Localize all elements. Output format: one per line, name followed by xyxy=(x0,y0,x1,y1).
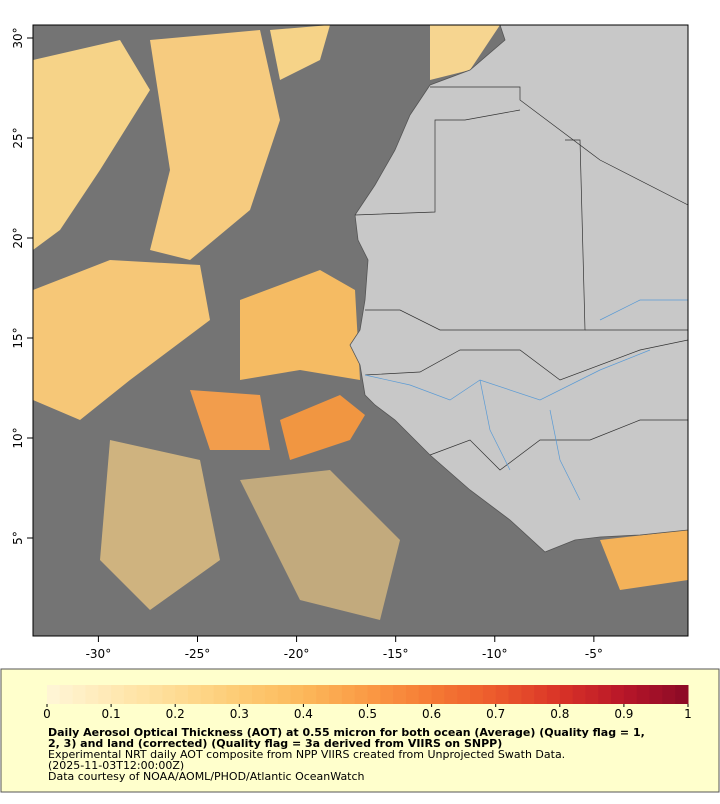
colorbar-cell xyxy=(354,685,368,704)
x-tick-label: -20° xyxy=(284,647,310,661)
colorbar-cell xyxy=(405,685,420,704)
colorbar-cell xyxy=(59,685,74,704)
colorbar-cell xyxy=(136,685,151,704)
map-frame xyxy=(32,24,689,637)
colorbar-cell xyxy=(277,685,292,704)
y-tick-label: 15° xyxy=(11,327,25,348)
colorbar-cell xyxy=(675,685,689,704)
colorbar-cell xyxy=(316,685,330,704)
colorbar-cell xyxy=(213,685,227,704)
colorbar-cell xyxy=(329,685,343,704)
colorbar-cell xyxy=(636,685,651,704)
y-tick-label: 5° xyxy=(11,531,25,545)
map xyxy=(33,25,688,636)
colorbar-cell xyxy=(380,685,394,704)
land xyxy=(349,25,688,553)
caption: Daily Aerosol Optical Thickness (AOT) at… xyxy=(48,726,645,783)
colorbar-tick-label: 1 xyxy=(684,707,692,721)
y-tick-label: 20° xyxy=(11,227,25,248)
colorbar-cell xyxy=(495,685,510,704)
aerosol xyxy=(33,25,688,620)
colorbar-tick-label: 0.6 xyxy=(422,707,441,721)
colorbar-tick-label: 0.8 xyxy=(550,707,569,721)
colorbar-cell xyxy=(47,685,61,704)
x-tick-label: -30° xyxy=(86,647,112,661)
colorbar-cell xyxy=(649,685,663,704)
colorbar-cell xyxy=(111,685,125,704)
caption-title: Daily Aerosol Optical Thickness (AOT) at… xyxy=(48,726,645,739)
colorbar-cell xyxy=(470,685,484,704)
colorbar-cell xyxy=(418,685,433,704)
colorbar-cell xyxy=(226,685,240,704)
colorbar-cell xyxy=(431,685,445,704)
axes: -30° -25° -20° -15° -10° -5° 5° 10° 15° 20° 25° 30° xyxy=(11,27,603,661)
colorbar-cell xyxy=(559,685,574,704)
colorbar-cell xyxy=(341,685,356,704)
y-tick-label: 25° xyxy=(11,127,25,148)
colorbar-tick-label: 0.2 xyxy=(166,707,185,721)
colorbar-cell xyxy=(175,685,189,704)
colorbar-cell xyxy=(546,685,561,704)
colorbar-cell xyxy=(508,685,522,704)
colorbar-cell xyxy=(149,685,163,704)
colorbar-cell xyxy=(123,685,138,704)
colorbar-cell xyxy=(367,685,381,704)
colorbar-cell xyxy=(598,685,612,704)
colorbar-cell xyxy=(239,685,253,704)
colorbar-cell xyxy=(162,685,176,704)
colorbar-cell xyxy=(585,685,599,704)
colorbar-tick-label: 0.1 xyxy=(102,707,121,721)
y-tick-label: 10° xyxy=(11,427,25,448)
colorbar: 0 0.1 0.2 0.3 0.4 0.5 0.6 0.7 0.8 0.9 1 xyxy=(43,685,692,721)
colorbar-cell xyxy=(623,685,638,704)
colorbar-tick-label: 0.9 xyxy=(614,707,633,721)
caption-line: (2025-11-03T12:00:00Z) xyxy=(48,759,184,772)
colorbar-cell xyxy=(303,685,317,704)
colorbar-cell xyxy=(457,685,471,704)
colorbar-tick-label: 0.5 xyxy=(358,707,377,721)
colorbar-cell xyxy=(98,685,112,704)
colorbar-cell xyxy=(264,685,279,704)
caption-title: 2, 3) and land (corrected) (Quality flag… xyxy=(48,737,502,750)
colorbar-tick-label: 0.4 xyxy=(294,707,313,721)
colorbar-cell xyxy=(572,685,586,704)
colorbar-tick-label: 0.7 xyxy=(486,707,505,721)
rivers xyxy=(364,299,688,501)
colorbar-cell xyxy=(290,685,304,704)
x-tick-label: -15° xyxy=(383,647,409,661)
colorbar-cell xyxy=(393,685,407,704)
caption-line: Experimental NRT daily AOT composite fro… xyxy=(48,748,565,761)
x-tick-label: -5° xyxy=(585,647,603,661)
colorbar-cell xyxy=(252,685,266,704)
colorbar-cell xyxy=(72,685,86,704)
colorbar-cell xyxy=(188,685,202,704)
borders xyxy=(354,86,688,471)
colorbar-cell xyxy=(611,685,625,704)
colorbar-cell xyxy=(482,685,497,704)
colorbar-cell xyxy=(200,685,215,704)
x-tick-label: -25° xyxy=(185,647,211,661)
colorbar-cell xyxy=(534,685,548,704)
colorbar-tick-label: 0.3 xyxy=(230,707,249,721)
x-tick-label: -10° xyxy=(482,647,508,661)
colorbar-cell xyxy=(444,685,458,704)
colorbar-tick-label: 0 xyxy=(43,707,51,721)
y-tick-label: 30° xyxy=(11,27,25,48)
colorbar-cell xyxy=(521,685,535,704)
colorbar-cell xyxy=(85,685,99,704)
colorbar-cell xyxy=(662,685,676,704)
caption-line: Data courtesy of NOAA/AOML/PHOD/Atlantic… xyxy=(48,770,365,783)
